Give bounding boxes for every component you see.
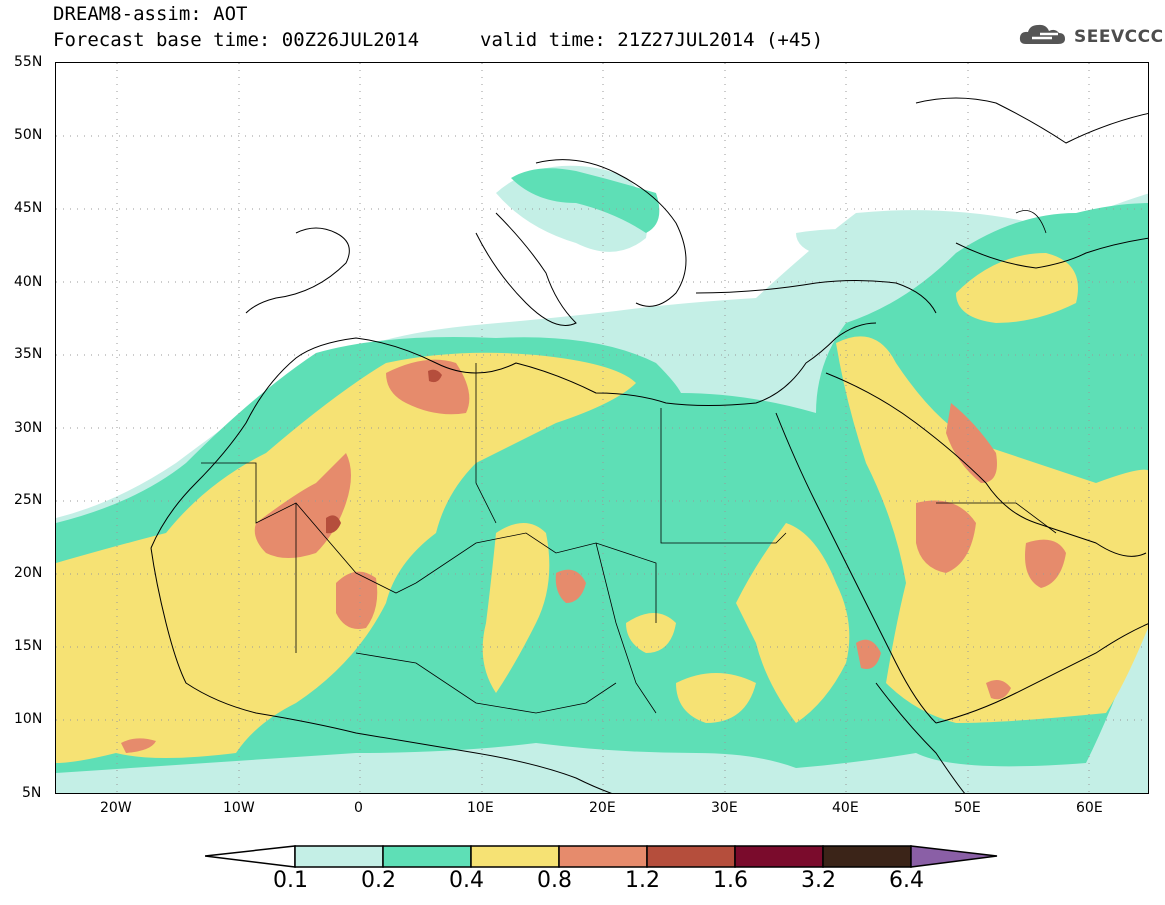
lat-label: 40N	[14, 274, 43, 290]
lat-label: 20N	[14, 565, 43, 581]
colorbar-label: 0.2	[361, 868, 396, 893]
colorbar-label: 6.4	[889, 868, 924, 893]
lon-label: 0	[354, 800, 363, 816]
colorbar-label: 1.2	[625, 868, 660, 893]
lat-label: 30N	[14, 420, 43, 436]
lon-label: 30E	[711, 800, 738, 816]
colorbar-swatch	[734, 845, 824, 868]
colorbar-label: 0.8	[537, 868, 572, 893]
colorbar-label: 0.4	[449, 868, 484, 893]
coastlines	[150, 97, 1148, 793]
map-title: DREAM8-assim: AOT	[53, 3, 248, 25]
colorbar-swatch	[470, 845, 560, 868]
country-borders	[201, 210, 1057, 714]
aot-colorbar	[205, 845, 998, 868]
lat-label: 5N	[22, 785, 42, 801]
logo-text: SEEVCCC	[1074, 27, 1164, 47]
colorbar-swatch	[558, 845, 648, 868]
lat-label: 50N	[14, 127, 43, 143]
lon-label: 10W	[223, 800, 255, 816]
aot-map	[55, 62, 1149, 794]
valid-time: valid time: 21Z27JUL2014 (+45)	[480, 29, 824, 51]
lat-label: 15N	[14, 638, 43, 654]
aot-band-0.8	[121, 359, 1066, 753]
forecast-base-time: Forecast base time: 00Z26JUL2014	[53, 29, 420, 51]
lon-label: 40E	[832, 800, 859, 816]
colorbar-swatch	[382, 845, 472, 868]
lon-label: 50E	[954, 800, 981, 816]
colorbar-label: 1.6	[713, 868, 748, 893]
seevccc-logo: SEEVCCC	[1018, 22, 1164, 52]
graticule	[56, 63, 1148, 793]
lon-label: 10E	[467, 800, 494, 816]
lon-label: 60E	[1076, 800, 1103, 816]
lat-label: 25N	[14, 492, 43, 508]
lat-label: 55N	[14, 54, 43, 70]
aot-band-1.2	[326, 369, 442, 534]
colorbar-min-triangle	[205, 845, 296, 868]
aot-band-0.4	[56, 253, 1148, 763]
lat-label: 10N	[14, 711, 43, 727]
lon-label: 20W	[100, 800, 132, 816]
colorbar-swatch	[822, 845, 912, 868]
lat-label: 45N	[14, 200, 43, 216]
lon-label: 20E	[589, 800, 616, 816]
map-canvas	[56, 63, 1148, 793]
colorbar-label: 3.2	[801, 868, 836, 893]
cloud-icon	[1018, 22, 1070, 52]
lat-label: 35N	[14, 346, 43, 362]
colorbar-swatch	[294, 845, 384, 868]
colorbar-max-triangle	[910, 845, 998, 868]
colorbar-label: 0.1	[273, 868, 308, 893]
colorbar-swatch	[646, 845, 736, 868]
